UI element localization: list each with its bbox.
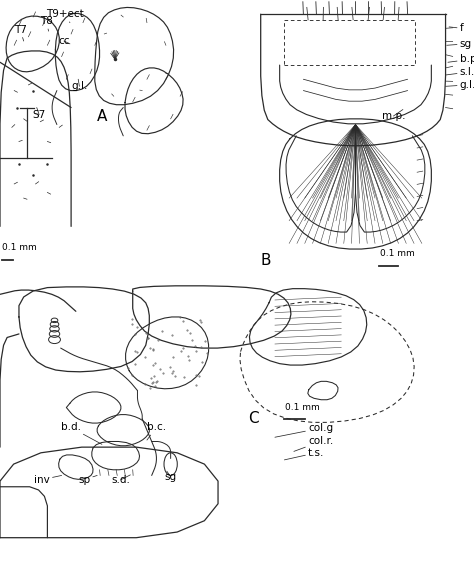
Text: b.c.: b.c. [147, 422, 166, 440]
Text: b.p.: b.p. [448, 54, 474, 65]
Text: B: B [260, 253, 271, 268]
Text: inv: inv [34, 475, 62, 484]
Text: S7: S7 [33, 108, 46, 119]
Text: 0.1 mm: 0.1 mm [380, 249, 414, 258]
Text: g.l.: g.l. [71, 79, 88, 91]
Text: f: f [449, 23, 464, 33]
Text: C: C [248, 411, 259, 426]
Text: s.l.: s.l. [446, 67, 474, 77]
Text: sp: sp [78, 475, 97, 484]
Text: A: A [97, 109, 107, 123]
Text: m.p.: m.p. [382, 110, 405, 121]
Text: b.d.: b.d. [61, 422, 102, 444]
Text: col.r.: col.r. [294, 436, 333, 452]
Text: T7: T7 [14, 25, 27, 41]
Text: t.s.: t.s. [284, 448, 325, 460]
Text: T8: T8 [40, 16, 53, 31]
Text: cc: cc [58, 36, 70, 46]
Text: T9+ect: T9+ect [46, 9, 84, 23]
Text: g.l.: g.l. [446, 80, 474, 90]
Text: col.g: col.g [275, 423, 333, 437]
Text: s.d.: s.d. [111, 475, 130, 484]
Text: sg: sg [447, 39, 472, 49]
Text: 0.1 mm: 0.1 mm [285, 403, 319, 412]
Bar [284, 20, 415, 65]
Text: 0.1 mm: 0.1 mm [2, 243, 37, 252]
Text: sg: sg [164, 471, 177, 482]
